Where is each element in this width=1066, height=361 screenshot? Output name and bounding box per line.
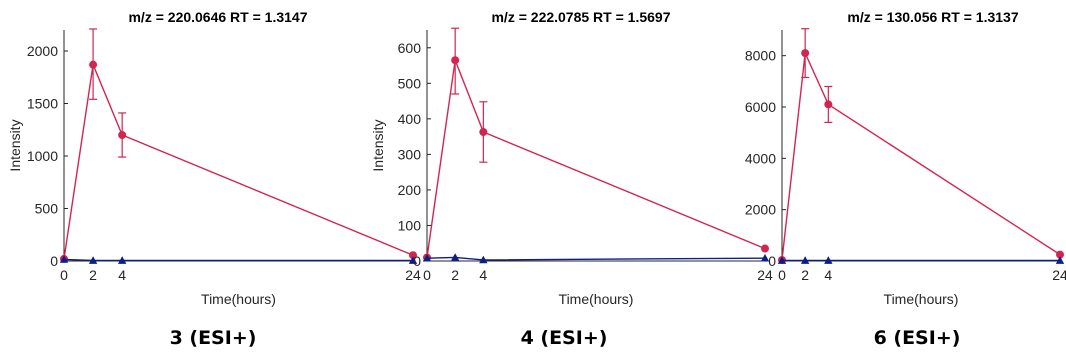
x-tick-label: 0 bbox=[60, 267, 68, 283]
series-line-1 bbox=[63, 62, 414, 260]
y-tick-label: 1000 bbox=[27, 148, 58, 164]
chart-title: m/z = 130.056 RT = 1.3137 bbox=[847, 9, 1018, 25]
series-line-2 bbox=[426, 256, 766, 261]
data-point-triangle bbox=[760, 253, 770, 262]
data-point-triangle bbox=[88, 256, 98, 264]
data-point-triangle bbox=[1055, 256, 1065, 264]
y-tick-label: 0 bbox=[768, 253, 776, 269]
y-tick-label: 100 bbox=[398, 217, 422, 233]
data-point-triangle bbox=[479, 255, 488, 264]
y-tick-label: 2000 bbox=[745, 202, 776, 218]
x-axis-label: Time(hours) bbox=[559, 291, 634, 307]
data-point-triangle bbox=[800, 256, 810, 264]
y-tick-label: 0 bbox=[413, 253, 421, 269]
x-tick-label: 0 bbox=[423, 267, 431, 283]
y-tick-label: 600 bbox=[398, 40, 422, 56]
chart-panel-1: m/z = 220.0646 RT = 1.314705001000150020… bbox=[7, 9, 421, 307]
y-axis-label: Intensity bbox=[370, 119, 386, 171]
x-tick-label: 24 bbox=[757, 267, 773, 283]
x-tick-label: 24 bbox=[1052, 267, 1066, 283]
y-tick-label: 6000 bbox=[745, 99, 776, 115]
y-tick-label: 500 bbox=[398, 75, 422, 91]
data-point-triangle bbox=[408, 256, 418, 264]
y-tick-label: 500 bbox=[35, 201, 59, 217]
x-tick-label: 4 bbox=[479, 267, 487, 283]
chart-title: m/z = 220.0646 RT = 1.3147 bbox=[128, 9, 307, 25]
data-point-triangle bbox=[777, 256, 787, 264]
data-point-circle bbox=[761, 244, 769, 253]
y-tick-label: 400 bbox=[398, 111, 422, 127]
data-point-circle bbox=[824, 100, 833, 109]
data-point-triangle bbox=[824, 256, 833, 264]
panel-caption-3: 6 (ESI+) bbox=[873, 327, 961, 349]
x-axis-label: Time(hours) bbox=[201, 291, 276, 307]
data-point-triangle bbox=[117, 256, 127, 264]
data-point-circle bbox=[89, 60, 98, 69]
y-tick-label: 1500 bbox=[27, 96, 58, 112]
y-axis-label: Intensity bbox=[7, 119, 23, 171]
y-tick-label: 300 bbox=[398, 146, 422, 162]
data-point-circle bbox=[451, 56, 460, 65]
data-point-triangle bbox=[59, 255, 69, 263]
x-tick-label: 4 bbox=[118, 267, 126, 283]
x-tick-label: 4 bbox=[824, 267, 832, 283]
series-line-1 bbox=[781, 50, 1061, 261]
chart-panel-3: m/z = 130.056 RT = 1.3137 0 2000 4000 6000 80… bbox=[745, 9, 1066, 307]
series-line-2 bbox=[63, 258, 413, 262]
x-tick-label: 2 bbox=[801, 267, 809, 283]
chart-panel-2: m/z = 222.0785 RT = 1.569701002003004005… bbox=[370, 9, 773, 307]
chart-title: m/z = 222.0785 RT = 1.5697 bbox=[491, 9, 670, 25]
y-tick-label: 200 bbox=[398, 182, 422, 198]
y-tick-label: 8000 bbox=[745, 48, 776, 64]
x-tick-label: 2 bbox=[451, 267, 459, 283]
data-point-circle bbox=[118, 131, 127, 139]
data-point-circle bbox=[801, 49, 810, 58]
series-line-1 bbox=[426, 57, 766, 258]
y-tick-label: 2000 bbox=[27, 43, 58, 59]
data-point-circle bbox=[479, 127, 488, 136]
x-axis-label: Time(hours) bbox=[884, 291, 959, 307]
data-point-circle bbox=[409, 251, 417, 260]
x-tick-label: 24 bbox=[405, 267, 421, 283]
panel-caption-1: 3 (ESI+) bbox=[169, 327, 257, 349]
panel-caption-2: 4 (ESI+) bbox=[520, 327, 608, 349]
y-tick-label: 4000 bbox=[745, 150, 776, 166]
data-point-triangle bbox=[422, 253, 432, 262]
x-tick-label: 0 bbox=[778, 267, 786, 283]
y-tick-label: 0 bbox=[50, 253, 58, 269]
data-point-triangle bbox=[450, 253, 460, 261]
data-point-circle bbox=[1056, 250, 1064, 259]
x-tick-label: 2 bbox=[89, 267, 97, 283]
